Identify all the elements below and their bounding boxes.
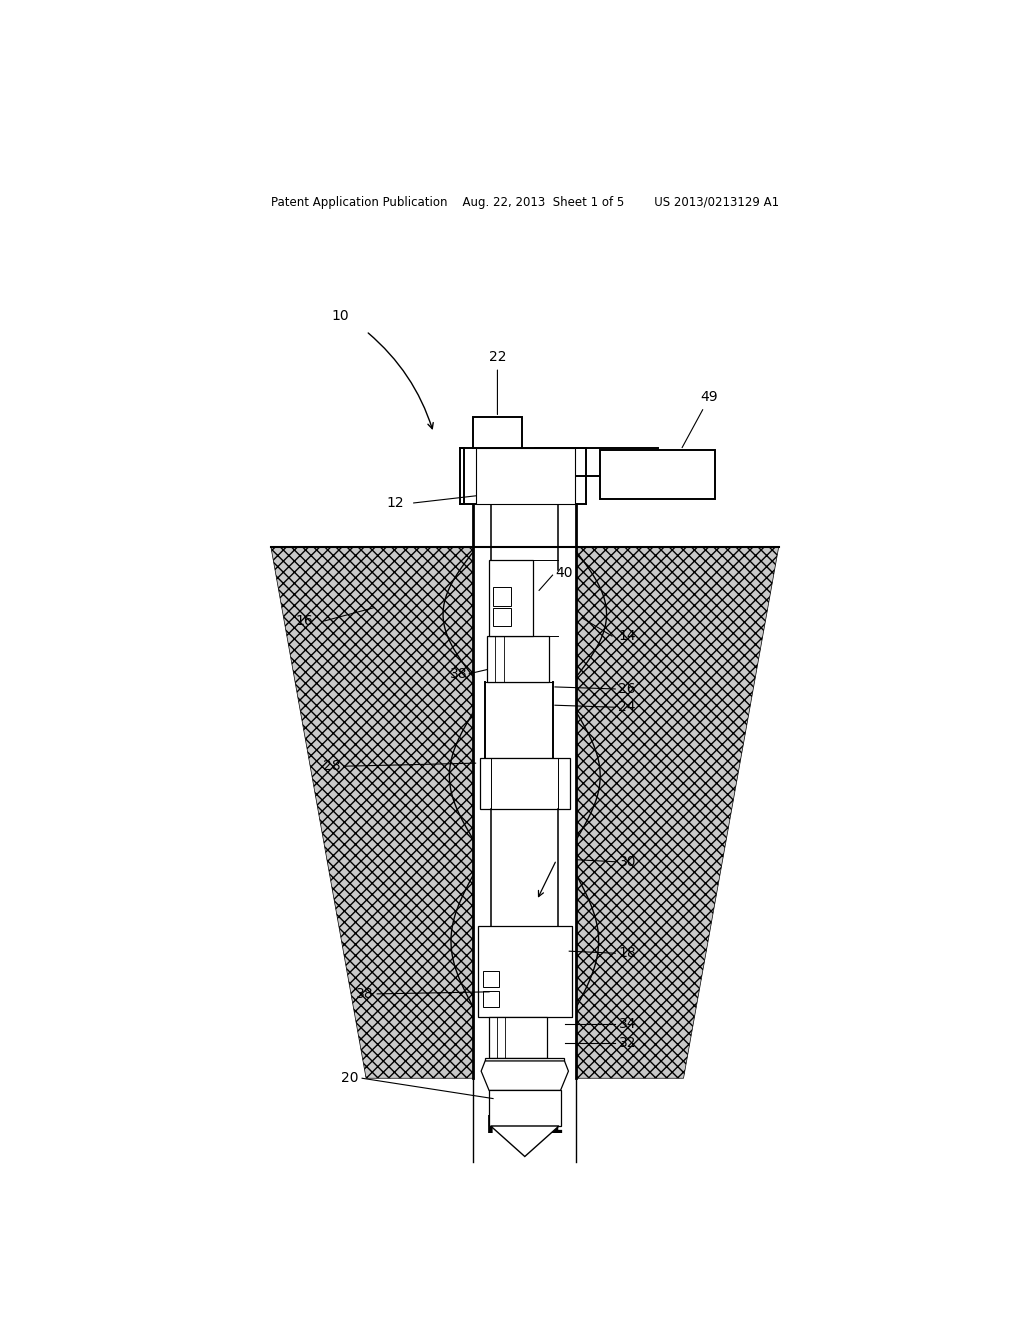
- Text: 26: 26: [618, 682, 636, 696]
- Text: 18: 18: [618, 946, 636, 960]
- Text: 20: 20: [341, 1072, 358, 1085]
- Text: 30: 30: [618, 855, 636, 869]
- Bar: [489, 560, 532, 636]
- Polygon shape: [490, 1126, 559, 1156]
- Bar: [482, 991, 499, 1007]
- Bar: [473, 541, 577, 1078]
- Text: 14: 14: [618, 630, 636, 643]
- Text: 32: 32: [618, 1036, 636, 1049]
- Bar: [460, 447, 536, 504]
- Polygon shape: [481, 1061, 568, 1090]
- Text: Patent Application Publication    Aug. 22, 2013  Sheet 1 of 5        US 2013/021: Patent Application Publication Aug. 22, …: [270, 195, 779, 209]
- Bar: [482, 970, 499, 987]
- Bar: [600, 450, 715, 499]
- Polygon shape: [564, 546, 778, 1078]
- Text: 49: 49: [682, 391, 718, 447]
- Text: 16: 16: [295, 614, 313, 628]
- Bar: [494, 607, 511, 626]
- Polygon shape: [270, 546, 485, 1078]
- Bar: [473, 417, 522, 447]
- Bar: [489, 1018, 547, 1057]
- Bar: [479, 758, 570, 809]
- Bar: [478, 925, 571, 1018]
- Bar: [485, 1057, 564, 1061]
- Text: 12: 12: [386, 496, 404, 510]
- Bar: [486, 636, 549, 682]
- Text: 38: 38: [356, 987, 374, 1001]
- Text: 22: 22: [488, 351, 506, 414]
- Text: 24: 24: [618, 700, 636, 714]
- Text: 34: 34: [618, 1018, 636, 1031]
- Text: 40: 40: [555, 566, 572, 579]
- Text: 38: 38: [450, 667, 468, 681]
- Bar: [494, 587, 511, 606]
- Text: FIG. 1: FIG. 1: [486, 1114, 563, 1138]
- Text: 28: 28: [323, 759, 341, 774]
- Bar: [475, 447, 574, 504]
- Text: 10: 10: [332, 309, 349, 323]
- Bar: [489, 1090, 560, 1126]
